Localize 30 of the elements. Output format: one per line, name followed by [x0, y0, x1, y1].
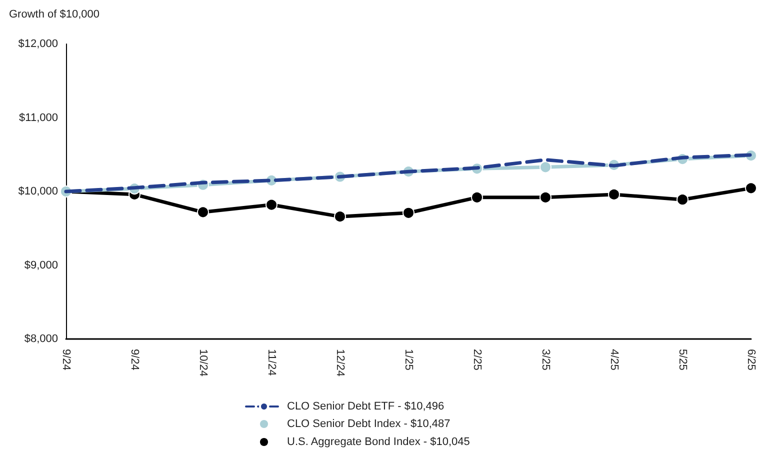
point	[540, 161, 552, 174]
x-tick-label: 4/25	[608, 349, 620, 370]
y-tick-label: $8,000	[24, 333, 58, 345]
point	[334, 210, 346, 223]
point	[745, 182, 757, 194]
point	[197, 206, 209, 218]
point	[402, 206, 414, 219]
legend-label: U.S. Aggregate Bond Index - $10,045	[287, 436, 470, 448]
point	[266, 198, 278, 211]
point	[540, 191, 552, 204]
x-tick-label: 3/25	[540, 349, 552, 370]
legend-label: CLO Senior Debt ETF - $10,496	[287, 400, 444, 412]
point	[608, 188, 620, 200]
point	[676, 194, 688, 206]
point	[471, 191, 483, 204]
x-tick-label: 5/25	[676, 349, 688, 370]
x-tick-label: 2/25	[471, 349, 483, 370]
x-tick-label: 12/24	[334, 349, 346, 377]
legend-label: CLO Senior Debt Index - $10,487	[287, 418, 450, 430]
y-axis-title: Growth of $10,000	[9, 8, 100, 20]
y-tick-label: $10,000	[18, 186, 58, 198]
x-tick-label: 9/24	[60, 349, 72, 370]
x-tick-label: 11/24	[266, 349, 278, 376]
x-tick-label: 1/25	[402, 349, 414, 370]
y-tick-label: $11,000	[19, 112, 58, 124]
y-tick-label: $12,000	[18, 38, 58, 50]
x-tick-label: 9/24	[128, 349, 140, 370]
x-tick-label: 6/25	[745, 349, 757, 370]
y-tick-label: $9,000	[24, 259, 58, 272]
x-tick-label: 10/24	[197, 349, 209, 377]
